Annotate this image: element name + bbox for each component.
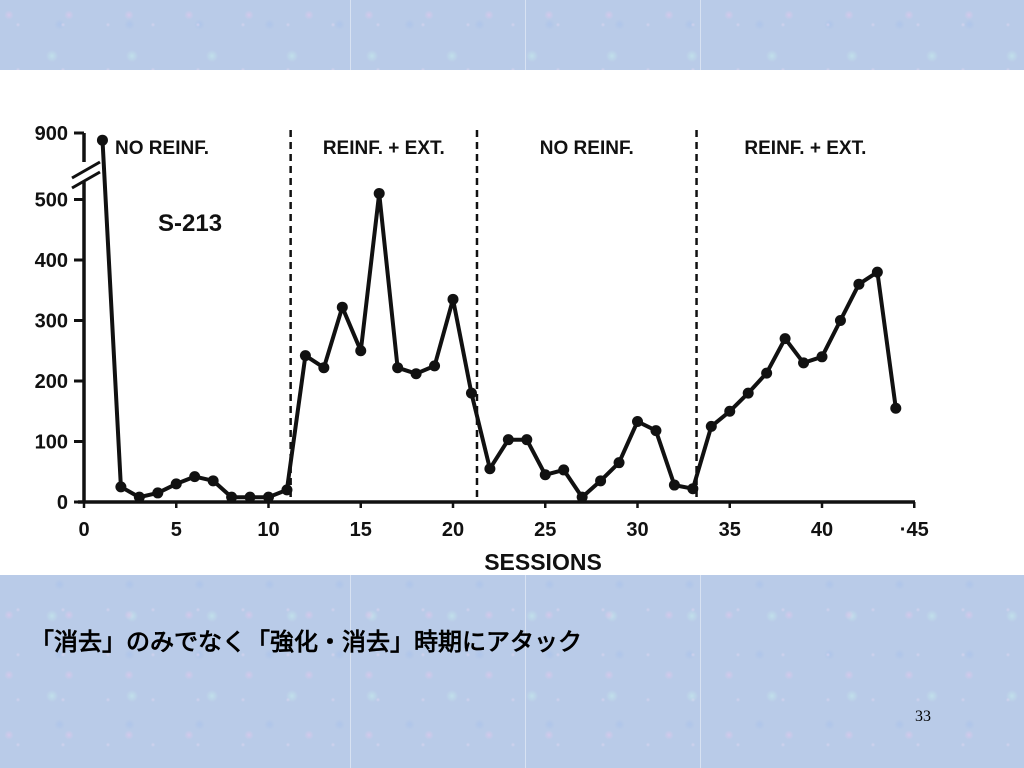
y-tick-label: 400	[35, 250, 68, 272]
x-axis-label: SESSIONS	[484, 549, 602, 575]
phase-label: NO REINF.	[115, 138, 209, 159]
data-point	[742, 387, 754, 399]
data-point	[521, 434, 533, 446]
data-point	[502, 434, 514, 446]
chart-title: S-213	[158, 210, 222, 237]
x-tick-label: 15	[350, 519, 372, 541]
data-point	[281, 484, 293, 496]
data-point	[853, 278, 865, 290]
x-tick-label: 10	[257, 519, 279, 541]
data-point	[539, 469, 551, 481]
x-tick-label: 20	[442, 519, 464, 541]
data-point	[410, 368, 422, 380]
data-point	[668, 479, 680, 491]
data-point	[816, 351, 828, 363]
data-point	[761, 367, 773, 379]
data-point	[189, 471, 201, 483]
phase-label: REINF. + EXT.	[323, 138, 445, 159]
data-point	[115, 481, 127, 493]
data-point	[595, 475, 607, 487]
y-tick-label: 100	[35, 432, 68, 454]
data-point	[263, 491, 274, 503]
data-point	[96, 134, 108, 146]
data-point	[576, 491, 588, 503]
data-point	[724, 405, 736, 417]
data-point	[484, 463, 496, 475]
y-tick-label: 200	[35, 371, 68, 393]
data-point	[429, 360, 441, 372]
slide-caption: 「消去」のみでなく「強化・消去」時期にアタック	[30, 628, 582, 656]
data-point	[447, 293, 459, 305]
axis-break-mark-1	[71, 160, 101, 180]
axis-break-mark-2	[71, 170, 101, 190]
data-point	[465, 387, 477, 399]
x-tick-label: ·45	[900, 519, 929, 541]
data-point	[336, 301, 348, 313]
data-point	[226, 491, 238, 503]
data-point	[632, 416, 643, 428]
series-line	[100, 140, 898, 500]
x-tick-label: 25	[534, 519, 556, 541]
data-point	[871, 266, 883, 278]
y-tick-label: 900	[35, 123, 68, 145]
x-tick-label: 35	[719, 519, 741, 541]
data-point	[392, 362, 404, 374]
data-point	[687, 483, 699, 495]
y-tick-label: 0	[57, 492, 68, 514]
x-tick-label: 5	[171, 519, 182, 541]
data-point	[133, 491, 145, 503]
x-tick-label: 40	[811, 519, 833, 541]
x-tick-label: 0	[78, 519, 89, 541]
phase-label: NO REINF.	[540, 138, 634, 159]
data-point	[355, 345, 367, 357]
data-point	[152, 487, 164, 499]
x-tick-label: 30	[626, 519, 648, 541]
data-point	[373, 187, 385, 199]
data-point	[705, 420, 717, 432]
data-point	[650, 425, 662, 437]
phase-label: REINF. + EXT.	[744, 138, 866, 159]
data-point	[779, 333, 791, 345]
y-tick-label: 500	[35, 190, 68, 212]
data-point	[318, 362, 330, 374]
data-point	[798, 357, 810, 369]
data-point	[207, 475, 219, 487]
data-point	[244, 491, 256, 503]
y-tick-label: 300	[35, 311, 68, 333]
data-point	[890, 402, 902, 414]
data-point	[170, 478, 182, 490]
data-point	[558, 464, 570, 476]
chart-background	[0, 70, 1024, 575]
slide-number: 33	[915, 708, 931, 725]
data-point	[613, 457, 625, 469]
data-point	[299, 350, 311, 362]
data-point	[834, 315, 846, 326]
